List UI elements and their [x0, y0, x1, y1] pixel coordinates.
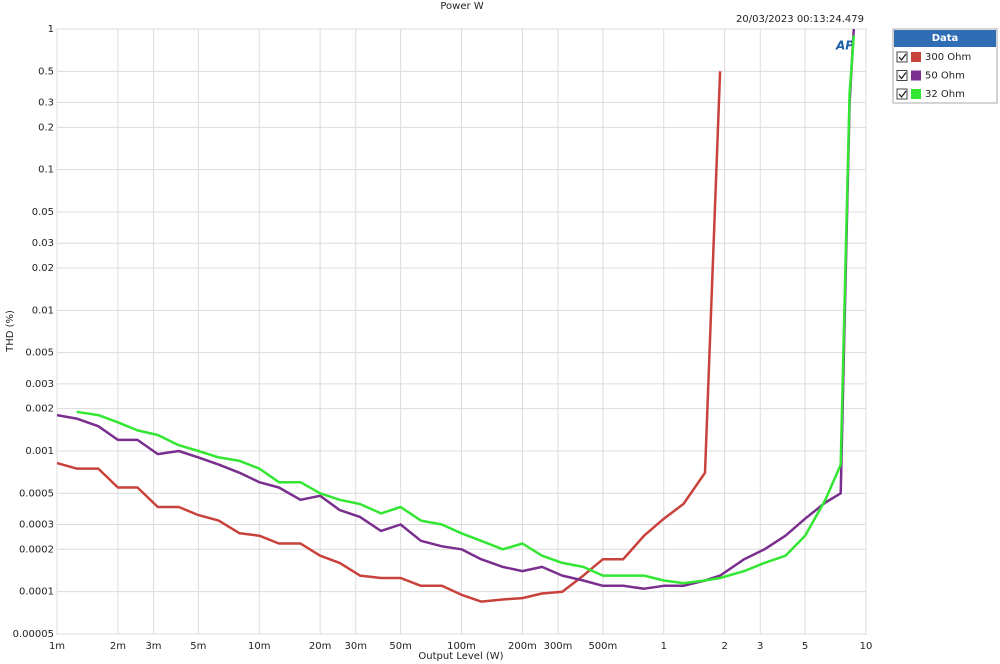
- x-tick-label: 10m: [248, 641, 270, 652]
- x-axis-label: Output Level (W): [418, 651, 503, 662]
- x-tick-label: 5m: [190, 641, 206, 652]
- legend-swatch: [911, 89, 921, 99]
- x-tick-label: 300m: [544, 641, 573, 652]
- legend-label: 50 Ohm: [925, 71, 965, 82]
- y-tick-label: 0.01: [32, 305, 54, 316]
- y-tick-label: 0.0001: [19, 587, 54, 598]
- x-tick-label: 20m: [309, 641, 331, 652]
- legend-label: 32 Ohm: [925, 89, 965, 100]
- x-tick-label: 500m: [588, 641, 617, 652]
- y-tick-label: 0.5: [38, 66, 54, 77]
- y-tick-label: 0.0005: [19, 488, 54, 499]
- y-tick-label: 0.2: [38, 122, 54, 133]
- chart-title: Power W: [440, 1, 483, 12]
- x-tick-label: 30m: [345, 641, 367, 652]
- x-tick-label: 200m: [508, 641, 537, 652]
- legend-swatch: [911, 70, 921, 81]
- y-tick-label: 0.02: [32, 263, 54, 274]
- y-tick-label: 0.00005: [13, 629, 54, 640]
- y-tick-label: 0.05: [32, 207, 54, 218]
- legend-checkbox[interactable]: [896, 51, 908, 63]
- timestamp: 20/03/2023 00:13:24.479: [736, 14, 864, 25]
- y-tick-label: 0.1: [38, 165, 54, 176]
- x-tick-label: 5: [802, 641, 808, 652]
- data-line: [56, 28, 856, 590]
- data-line: [56, 71, 722, 603]
- x-tick-label: 1: [661, 641, 667, 652]
- y-tick-label: 0.005: [25, 348, 54, 359]
- legend-title: Data: [932, 33, 959, 44]
- y-tick-label: 0.001: [25, 446, 54, 457]
- y-tick-label: 0.0002: [19, 544, 54, 555]
- y-tick-label: 0.002: [25, 404, 54, 415]
- y-tick-label: 0.03: [32, 238, 54, 249]
- legend-checkbox[interactable]: [896, 70, 908, 81]
- y-tick-label: 1: [48, 24, 54, 35]
- x-tick-label: 2: [721, 641, 727, 652]
- legend-check: [898, 90, 907, 99]
- logo: AP: [835, 39, 854, 53]
- data-line: [76, 35, 856, 585]
- x-tick-label: 50m: [389, 641, 411, 652]
- legend-check: [898, 72, 907, 80]
- x-tick-label: 2m: [110, 641, 126, 652]
- x-tick-label: 1m: [49, 641, 65, 652]
- x-tick-label: 10: [860, 641, 873, 652]
- y-tick-label: 0.0003: [19, 520, 54, 531]
- y-tick-label: 0.3: [38, 98, 54, 109]
- x-tick-label: 3: [757, 641, 763, 652]
- legend-header: [894, 30, 996, 47]
- y-tick-label: 0.003: [25, 379, 54, 390]
- legend-checkbox[interactable]: [896, 88, 908, 100]
- legend-label: 300 Ohm: [925, 52, 971, 63]
- x-tick-label: 3m: [145, 641, 161, 652]
- legend-swatch: [911, 52, 921, 62]
- legend-check: [898, 53, 907, 62]
- legend: Data 300 Ohm 50 Ohm 32 Ohm: [892, 28, 998, 104]
- x-tick-label: 100m: [447, 641, 476, 652]
- y-axis-label: THD (%): [5, 310, 16, 353]
